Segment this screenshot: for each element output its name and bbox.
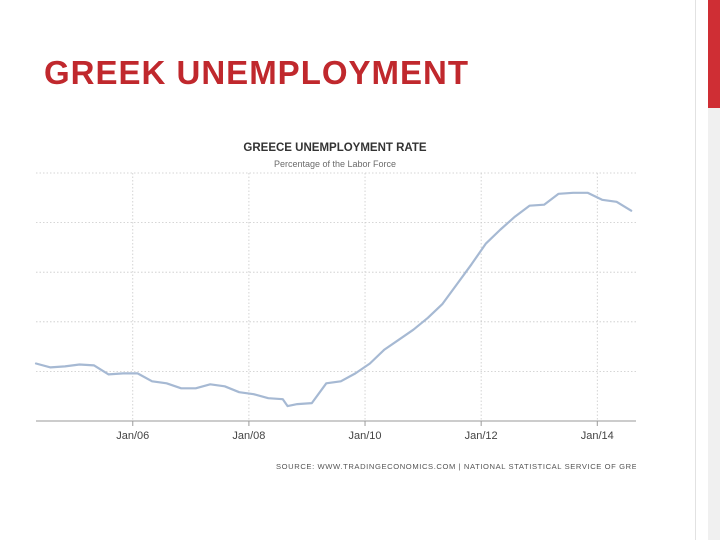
side-accent-bar	[708, 0, 720, 108]
side-band	[708, 0, 720, 540]
slide-title: GREEK UNEMPLOYMENT	[44, 54, 470, 91]
chart-title: GREECE UNEMPLOYMENT RATE	[243, 142, 426, 154]
grid-lines	[36, 172, 636, 421]
x-tick-label: Jan/10	[349, 430, 382, 442]
source-note: SOURCE: WWW.TRADINGECONOMICS.COM | NATIO…	[276, 462, 655, 471]
divider-line	[695, 0, 696, 540]
x-tick-label: Jan/14	[581, 430, 614, 442]
unemployment-chart: GREECE UNEMPLOYMENT RATE Percentage of t…	[34, 142, 655, 471]
x-tick-label: Jan/06	[116, 430, 149, 442]
x-tick-label: Jan/08	[232, 430, 265, 442]
x-axis-ticks: Jan/06 Jan/08 Jan/10 Jan/12 Jan/14	[116, 421, 614, 442]
x-tick-label: Jan/12	[465, 430, 498, 442]
chart-subtitle: Percentage of the Labor Force	[274, 159, 396, 169]
unemployment-series-line	[34, 191, 633, 408]
